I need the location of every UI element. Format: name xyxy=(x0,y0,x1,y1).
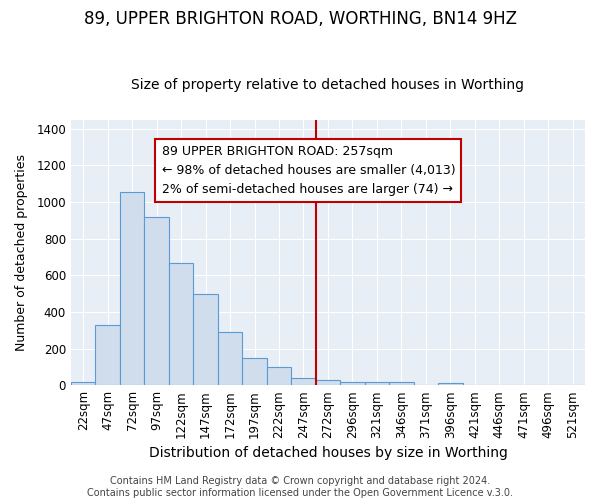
Title: Size of property relative to detached houses in Worthing: Size of property relative to detached ho… xyxy=(131,78,524,92)
Bar xyxy=(242,358,267,385)
Bar xyxy=(120,192,145,385)
Bar xyxy=(267,367,291,385)
Bar xyxy=(193,294,218,385)
Y-axis label: Number of detached properties: Number of detached properties xyxy=(15,154,28,351)
Bar xyxy=(340,382,365,385)
Bar xyxy=(316,380,340,385)
Bar xyxy=(389,382,413,385)
Bar xyxy=(95,324,120,385)
Bar xyxy=(71,382,95,385)
Bar xyxy=(218,332,242,385)
Text: 89 UPPER BRIGHTON ROAD: 257sqm
← 98% of detached houses are smaller (4,013)
2% o: 89 UPPER BRIGHTON ROAD: 257sqm ← 98% of … xyxy=(161,145,455,196)
X-axis label: Distribution of detached houses by size in Worthing: Distribution of detached houses by size … xyxy=(149,446,508,460)
Bar xyxy=(169,264,193,385)
Bar xyxy=(438,384,463,385)
Text: Contains HM Land Registry data © Crown copyright and database right 2024.
Contai: Contains HM Land Registry data © Crown c… xyxy=(87,476,513,498)
Bar xyxy=(365,382,389,385)
Text: 89, UPPER BRIGHTON ROAD, WORTHING, BN14 9HZ: 89, UPPER BRIGHTON ROAD, WORTHING, BN14 … xyxy=(83,10,517,28)
Bar xyxy=(145,216,169,385)
Bar xyxy=(291,378,316,385)
